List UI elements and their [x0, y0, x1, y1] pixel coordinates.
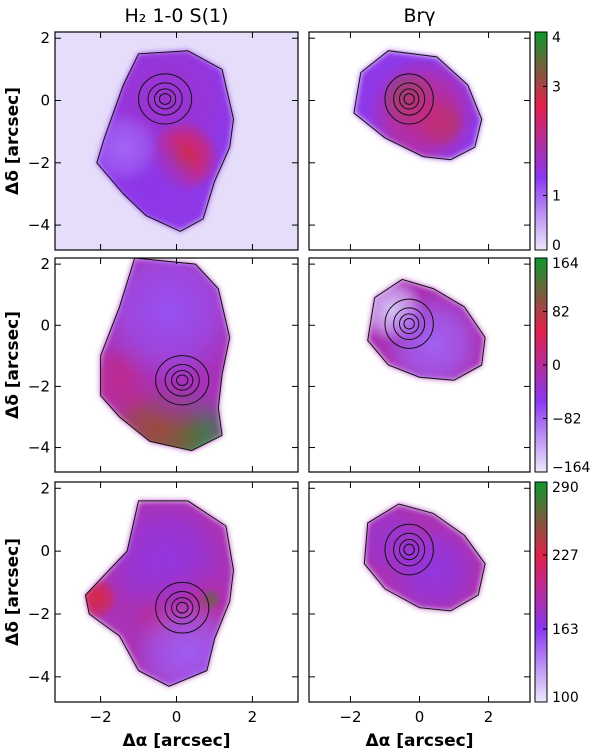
contour-line: [398, 88, 420, 110]
x-axis-label: Δα [arcsec]: [366, 731, 474, 751]
y-tick-label: 2: [40, 479, 50, 497]
y-tick-label: 2: [40, 255, 50, 273]
x-axis-label: Δα [arcsec]: [123, 731, 231, 751]
contour-line: [164, 363, 200, 397]
y-axis-label: Δδ [arcsec]: [3, 87, 23, 195]
panel-velocity-brg: [308, 257, 531, 473]
colorbar-dispersion: 290 227 163 100: [534, 480, 579, 706]
panel-dispersion-brg: [308, 481, 531, 703]
colorbar-tick-label: 0: [552, 238, 561, 254]
contour-line: [403, 317, 415, 330]
contours: [84, 500, 235, 687]
colorbar-tick-label: 290: [552, 480, 579, 496]
contour-line: [147, 82, 183, 116]
y-tick-label: 0: [40, 316, 50, 334]
x-tick-label: −2: [90, 708, 112, 726]
emission-knot: [367, 57, 479, 160]
contours: [100, 258, 231, 452]
colorbar-tick-label: 3: [552, 80, 561, 96]
y-tick-label: 0: [40, 92, 50, 110]
contours: [96, 50, 235, 232]
contour-line: [384, 298, 434, 349]
colorbar-tick-label: −164: [552, 460, 591, 476]
y-tick-label: 0: [40, 542, 50, 560]
contour-line: [176, 601, 189, 614]
panel-flux-h2: [54, 31, 299, 251]
emission-knot: [104, 500, 226, 622]
contour-line: [398, 313, 420, 335]
contour-outer: [353, 50, 483, 161]
y-axis-label: Δδ [arcsec]: [3, 311, 23, 419]
colorbar-tick-label: 82: [552, 305, 570, 321]
contour-line: [176, 374, 189, 387]
contour-line: [403, 543, 415, 556]
column-title-brg: Brγ: [403, 5, 435, 27]
colorbar-tick-label: 4: [552, 30, 561, 46]
contour-line: [138, 73, 193, 125]
contour-line: [171, 369, 194, 391]
emission-knot: [389, 525, 478, 611]
contours: [363, 503, 486, 612]
contours: [367, 278, 486, 381]
panel-dispersion-h2: [54, 481, 299, 703]
contour-line: [384, 523, 434, 576]
x-tick-label: 2: [484, 708, 494, 726]
colorbar-gradient: [534, 481, 548, 703]
colorbar-tick-label: 0: [552, 358, 561, 374]
colorbar-tick-label: −82: [552, 412, 582, 428]
y-axis-label: Δδ [arcsec]: [3, 538, 23, 646]
colorbar-tick-label: 164: [552, 256, 579, 272]
x-tick-label: 0: [172, 708, 182, 726]
x-tick-label: −2: [339, 708, 361, 726]
contour-outer: [96, 50, 235, 232]
contour-line: [384, 73, 434, 125]
contour-line: [171, 597, 194, 619]
colorbar-flux: 4 3 1 0: [534, 30, 561, 254]
y-tick-label: −2: [28, 605, 50, 623]
x-tick-label: 0: [415, 708, 425, 726]
panel-velocity-h2: [54, 257, 299, 473]
contour-line: [398, 538, 420, 561]
x-tick-label: 2: [248, 708, 258, 726]
colorbar-tick-label: 163: [552, 622, 579, 638]
contour-line: [393, 532, 426, 567]
colorbar-velocity: 164 82 0 −82 −164: [534, 256, 591, 476]
panel-flux-brg: [308, 31, 531, 251]
y-tick-label: −4: [28, 439, 50, 457]
contour-line: [153, 88, 177, 110]
contour-line: [155, 355, 210, 406]
colorbar-tick-label: 227: [552, 548, 579, 564]
contour-line: [155, 581, 210, 634]
y-tick-label: −2: [28, 377, 50, 395]
y-tick-label: 2: [40, 29, 50, 47]
contour-outer: [363, 503, 486, 612]
column-title-h2: H₂ 1-0 S(1): [125, 5, 229, 27]
colorbar-tick-label: 100: [552, 690, 579, 706]
colorbar-tick-label: 1: [552, 189, 561, 205]
contours: [353, 50, 483, 161]
y-tick-label: −2: [28, 154, 50, 172]
contour-line: [393, 82, 426, 116]
y-tick-label: −4: [28, 668, 50, 686]
y-tick-label: −4: [28, 216, 50, 234]
contour-outer: [367, 278, 486, 381]
contour-line: [393, 307, 426, 341]
contour-outer: [84, 500, 235, 687]
contour-outer: [100, 258, 231, 452]
contour-line: [158, 93, 172, 105]
contour-line: [164, 590, 200, 625]
contour-line: [403, 93, 415, 105]
colorbar-gradient: [534, 31, 548, 251]
